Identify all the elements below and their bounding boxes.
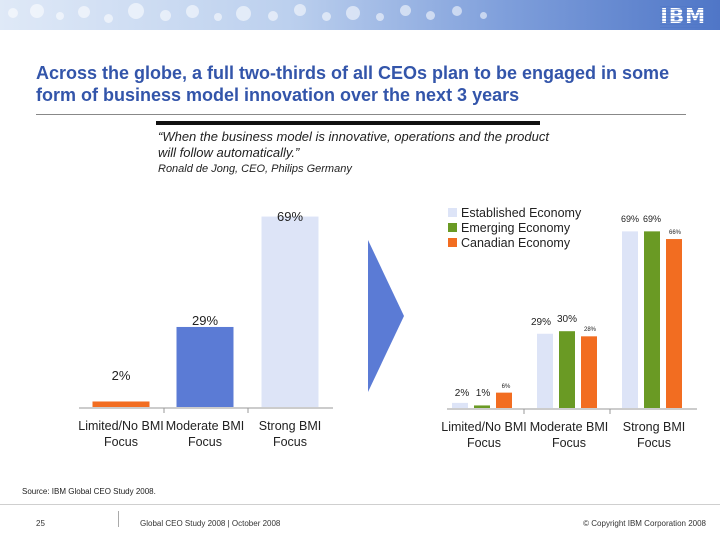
- category-label: Focus: [467, 436, 501, 450]
- category-label: Focus: [104, 435, 138, 449]
- economy-data-label: 2%: [455, 388, 470, 399]
- economy-data-label: 66%: [669, 230, 682, 236]
- category-label: Limited/No BMI: [441, 420, 526, 434]
- category-label: Focus: [188, 435, 222, 449]
- economy-data-label: 69%: [621, 214, 639, 224]
- banner-dot: [426, 11, 435, 20]
- overall-bar: [176, 326, 234, 407]
- category-label: Moderate BMI: [530, 420, 609, 434]
- economy-data-label: 29%: [531, 317, 551, 328]
- category-label: Strong BMI: [259, 419, 322, 433]
- title-divider: [36, 114, 686, 115]
- top-banner: IBM: [0, 0, 720, 30]
- legend-label: Emerging Economy: [461, 221, 571, 235]
- category-label: Limited/No BMI: [78, 419, 163, 433]
- banner-dot: [480, 12, 487, 19]
- overall-bar: [92, 401, 150, 407]
- economy-data-label: 28%: [584, 327, 597, 333]
- footer-study: Global CEO Study 2008 | October 2008: [140, 519, 281, 528]
- overall-bar: [261, 216, 319, 407]
- overall-data-label: 2%: [112, 368, 131, 383]
- category-label: Focus: [637, 436, 671, 450]
- category-label: Moderate BMI: [166, 419, 245, 433]
- banner-dot: [452, 6, 462, 16]
- page-title: Across the globe, a full two-thirds of a…: [36, 63, 670, 105]
- banner-dot: [376, 13, 384, 21]
- quote-bar: [156, 121, 540, 125]
- category-label: Focus: [273, 435, 307, 449]
- category-label: Strong BMI: [623, 420, 686, 434]
- ibm-logo: IBM: [660, 4, 706, 28]
- banner-dot: [186, 5, 199, 18]
- economy-bar: [666, 239, 682, 408]
- banner-dot: [236, 6, 251, 21]
- legend-swatch: [448, 223, 457, 232]
- economy-data-label: 1%: [476, 388, 491, 399]
- banner-dot: [30, 4, 44, 18]
- economy-bar: [474, 405, 490, 408]
- legend-label: Established Economy: [461, 206, 582, 220]
- economy-bar: [496, 392, 512, 408]
- copyright: © Copyright IBM Corporation 2008: [583, 519, 706, 528]
- overall-data-label: 29%: [192, 313, 218, 328]
- legend-label: Canadian Economy: [461, 236, 571, 250]
- banner-dot: [128, 3, 144, 19]
- legend-swatch: [448, 208, 457, 217]
- footer-divider: [0, 504, 720, 505]
- banner-dot: [160, 10, 171, 21]
- footer-separator: [118, 511, 119, 527]
- quote-author: Ronald de Jong, CEO, Philips Germany: [158, 163, 352, 175]
- banner-dot: [294, 4, 306, 16]
- banner-dot: [346, 6, 360, 20]
- legend-swatch: [448, 238, 457, 247]
- economy-bar: [644, 231, 660, 408]
- source-note: Source: IBM Global CEO Study 2008.: [22, 487, 156, 496]
- banner-dot: [104, 14, 113, 23]
- economy-data-label: 6%: [502, 384, 511, 390]
- economy-bar: [581, 336, 597, 408]
- economy-bar: [622, 231, 638, 408]
- category-label: Focus: [552, 436, 586, 450]
- economy-data-label: 69%: [643, 214, 661, 224]
- banner-dot: [400, 5, 411, 16]
- ceo-quote: “When the business model is innovative, …: [158, 129, 549, 160]
- banner-dot: [214, 13, 222, 21]
- banner-dot: [8, 8, 18, 18]
- economy-bar: [559, 331, 575, 408]
- economy-data-label: 30%: [557, 314, 577, 325]
- banner-dot: [322, 12, 331, 21]
- banner-dot: [78, 6, 90, 18]
- overall-data-label: 69%: [277, 209, 303, 224]
- page-number: 25: [36, 519, 45, 528]
- economy-bar: [537, 333, 553, 408]
- banner-dot: [268, 11, 278, 21]
- transition-arrow: [368, 240, 404, 392]
- economy-bar: [452, 402, 468, 408]
- banner-dot: [56, 12, 64, 20]
